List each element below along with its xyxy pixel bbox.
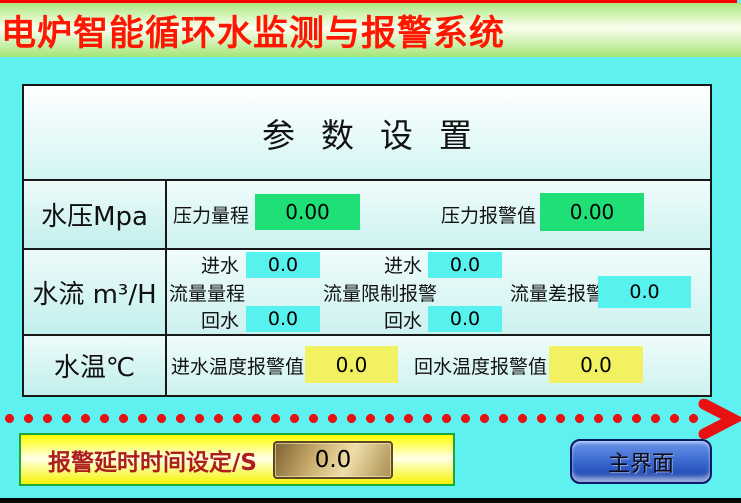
top-red-line: [0, 0, 737, 3]
pressure-range-input[interactable]: 0.00: [255, 194, 360, 230]
row-label-water-flow: 水流 m³/H: [24, 250, 167, 336]
system-title: 电炉智能循环水监测与报警系统: [1, 13, 506, 54]
flow-range-return-label: 回水: [201, 309, 240, 332]
panel-heading: 参数设置: [262, 115, 498, 155]
flow-limit-inlet-label: 进水: [384, 254, 423, 277]
flow-diff-input[interactable]: 0.0: [598, 276, 691, 308]
panel-heading-cell: 参数设置: [24, 86, 710, 181]
alarm-delay-input[interactable]: 0.0: [273, 441, 393, 479]
temp-return-alarm-input[interactable]: 0.0: [549, 346, 643, 383]
alarm-delay-label: 报警延时时间设定/S: [48, 449, 257, 476]
flow-limit-inlet-input[interactable]: 0.0: [428, 252, 502, 278]
flow-range-return-input[interactable]: 0.0: [246, 306, 320, 332]
system-title-bar: 电炉智能循环水监测与报警系统: [0, 3, 741, 57]
parameter-settings-panel: 参数设置 水压Mpa 压力量程 0.00 压力报警值 0.00 水流 m³/H …: [22, 84, 712, 397]
temp-inlet-alarm-input[interactable]: 0.0: [305, 346, 398, 383]
row-content-water-flow: 进水 0.0 进水 0.0 流量量程 流量限制报警 流量差报警 0.0 回水 0…: [167, 250, 710, 336]
pressure-alarm-input[interactable]: 0.00: [540, 193, 644, 231]
row-label-water-temp: 水温℃: [24, 336, 167, 395]
main-screen-button[interactable]: 主界面: [570, 439, 712, 484]
flow-limit-return-input[interactable]: 0.0: [428, 306, 502, 332]
flow-range-inlet-input[interactable]: 0.0: [246, 252, 320, 278]
row-label-water-pressure: 水压Mpa: [24, 181, 167, 250]
flow-limit-label: 流量限制报警: [323, 282, 438, 305]
pressure-alarm-label: 压力报警值: [441, 205, 537, 227]
temp-inlet-alarm-label: 进水温度报警值: [171, 356, 305, 378]
pressure-range-label: 压力量程: [173, 205, 250, 227]
arrow-right-icon: [697, 398, 741, 443]
dashed-line: [0, 414, 702, 423]
flow-range-label: 流量量程: [169, 282, 246, 305]
alarm-delay-bar: 报警延时时间设定/S 0.0: [19, 433, 455, 486]
row-content-water-pressure: 压力量程 0.00 压力报警值 0.00: [167, 181, 710, 250]
flow-diff-label: 流量差报警: [510, 282, 606, 305]
row-content-water-temp: 进水温度报警值 0.0 回水温度报警值 0.0: [167, 336, 710, 395]
temp-return-alarm-label: 回水温度报警值: [414, 356, 548, 378]
bottom-black-strip: [0, 498, 741, 503]
flow-limit-return-label: 回水: [384, 309, 423, 332]
flow-range-inlet-label: 进水: [201, 254, 240, 277]
